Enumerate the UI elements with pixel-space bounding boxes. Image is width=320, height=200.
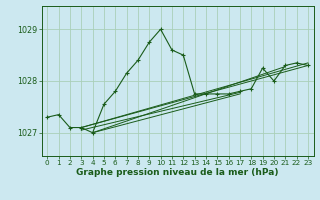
X-axis label: Graphe pression niveau de la mer (hPa): Graphe pression niveau de la mer (hPa) [76, 168, 279, 177]
